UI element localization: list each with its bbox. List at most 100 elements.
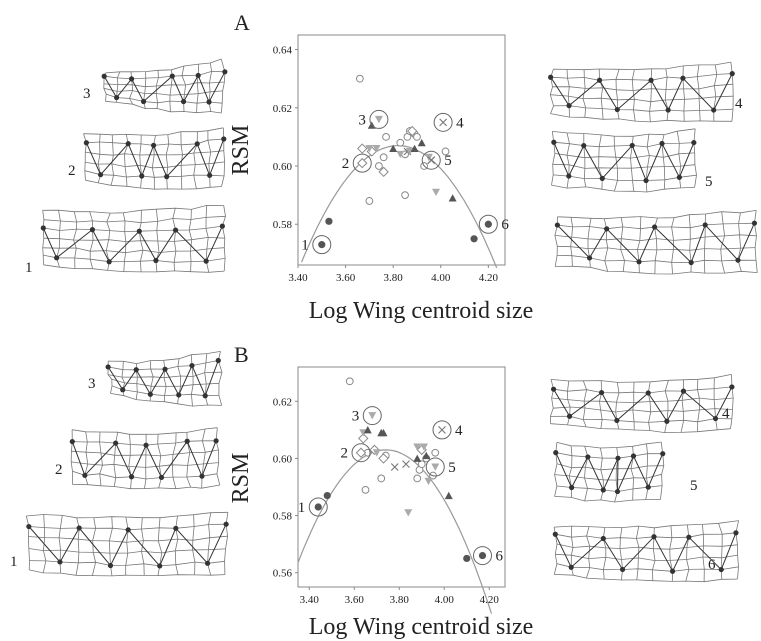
- point-a-filled-circle: [470, 235, 478, 243]
- wing-grid-2: [40, 204, 226, 273]
- wing-grid-5-landmark: [735, 257, 741, 263]
- highlight-label-a: 5: [444, 153, 452, 169]
- wing-grid-9-landmark: [550, 386, 557, 392]
- wing-grid-7-landmark: [184, 438, 190, 444]
- wing-grid-0-grid-line: [181, 65, 187, 112]
- wing-grid-4-landmark: [629, 142, 635, 149]
- wing-grid-7-grid-line: [201, 428, 206, 489]
- wing-grid-4-grid-line: [553, 141, 694, 148]
- wing-grid-1-landmark: [139, 173, 145, 179]
- wing-grid-5-landmark: [554, 222, 560, 228]
- wing-grid-2-grid-line: [43, 236, 225, 243]
- wing-grid-4-landmark: [599, 175, 605, 181]
- wing-grid-9-grid-line: [550, 423, 731, 434]
- wing-grid-3-grid-line: [552, 83, 733, 91]
- point-a-open-circle: [401, 191, 409, 200]
- wing-grid-3-landmark: [648, 77, 654, 83]
- wing-grid-9: [549, 374, 735, 434]
- wing-grid-2-landmark: [136, 228, 142, 234]
- wing-grid-8-landmark: [57, 559, 63, 565]
- wing-grid-6-landmark: [215, 357, 221, 364]
- wing-label: 4: [722, 406, 730, 422]
- x-tick-label-a: 4.20: [479, 272, 499, 284]
- wing-grid-9-landmark: [729, 384, 735, 390]
- wing-grid-7-landmark: [69, 438, 75, 445]
- wing-grid-6-grid-line: [190, 354, 194, 407]
- wing-grid-11-grid-line: [555, 553, 738, 562]
- highlight-label-b: 1: [298, 500, 306, 516]
- highlight-label-b: 5: [448, 460, 456, 476]
- wing-grid-8-grid-line: [92, 517, 97, 576]
- wing-grid-6-landmark: [189, 362, 195, 369]
- highlight-label-b: 6: [496, 549, 504, 565]
- wing-grid-8-landmark: [107, 562, 114, 569]
- wing-grid-9-grid-line: [582, 380, 588, 428]
- wing-grid-11-grid-line: [619, 527, 624, 581]
- point-a-open-circle: [374, 162, 383, 170]
- wing-grid-1-landmark: [221, 136, 227, 142]
- wing-grid-3-grid-line: [566, 69, 570, 118]
- wing-grid-11-grid-line: [602, 527, 607, 580]
- wing-grid-3-grid-line: [649, 68, 653, 122]
- wing-grid-5-landmark: [651, 224, 658, 230]
- wing-grid-4-grid-line: [551, 184, 695, 193]
- wing-grid-4-grid-line: [598, 134, 603, 190]
- wing-grid-3-grid-line: [598, 68, 604, 120]
- highlight-point-a-filled-circle: [484, 220, 492, 228]
- wing-label: 2: [55, 462, 63, 478]
- wing-grid-9-grid-line: [713, 377, 718, 430]
- point-a-open-circle: [441, 147, 450, 156]
- wing-grid-1-landmark: [164, 174, 170, 180]
- y-tick-label-b: 0.58: [273, 511, 293, 523]
- wing-grid-11-landmark: [619, 566, 626, 573]
- highlight-ring-a: [352, 153, 372, 173]
- wing-grid-8-grid-line: [125, 516, 129, 576]
- wing-grid-4-landmark: [691, 139, 697, 146]
- y-tick-label-b: 0.62: [273, 396, 292, 408]
- wing-grid-11: [552, 520, 739, 583]
- point-b-x: [402, 460, 410, 469]
- highlight-point-b-filled-circle: [314, 503, 322, 511]
- highlight-label-a: 2: [342, 156, 350, 172]
- wing-grid-5-landmark: [604, 226, 610, 232]
- point-a-open-circle: [355, 74, 364, 83]
- wing-grid-11-grid-line: [554, 574, 738, 583]
- wing-grid-4-grid-line: [566, 132, 570, 189]
- point-a-open-diamond: [378, 166, 389, 178]
- point-a-open-circle: [396, 138, 405, 147]
- wing-grid-11-landmark: [733, 530, 739, 536]
- wing-grid-0: [101, 58, 228, 114]
- wing-grid-0-landmark: [206, 99, 212, 105]
- point-b-gray-triangle-down: [372, 449, 381, 457]
- wing-grid-9-landmark-outline: [553, 386, 733, 423]
- wing-grid-11-landmark: [718, 566, 724, 573]
- wing-grid-7-landmark: [113, 440, 119, 446]
- highlight-ring-b: [432, 420, 452, 440]
- point-b-gray-triangle-down: [424, 477, 433, 486]
- highlight-label-b: 3: [352, 409, 360, 425]
- highlight-ring-b: [362, 406, 382, 426]
- wing-grid-11-grid-line: [735, 520, 739, 580]
- wing-grid-3: [548, 61, 735, 123]
- point-b-dark-triangle-up: [444, 491, 453, 500]
- wing-grid-2-landmark: [203, 258, 209, 264]
- wing-grid-8-grid-line: [26, 511, 228, 519]
- highlight-point-b-gray-triangle-down: [431, 463, 440, 471]
- wing-grid-4-landmark: [676, 174, 682, 180]
- wing-grid-11-landmark: [552, 531, 558, 537]
- wing-grid-1-grid-line: [85, 179, 222, 190]
- wing-grid-9-landmark: [566, 413, 573, 419]
- wing-grid-1-grid-line: [139, 134, 143, 189]
- wing-label: 2: [68, 163, 76, 179]
- wing-grid-1-landmark: [151, 142, 157, 148]
- wing-grid-7-grid-line: [171, 432, 177, 489]
- plot-frame-b: [297, 366, 506, 588]
- wing-grid-4-grid-line: [645, 134, 650, 193]
- wing-grid-4-landmark: [581, 143, 587, 149]
- wing-grid-11-landmark: [669, 568, 676, 574]
- wing-grid-4-grid-line: [693, 128, 697, 188]
- x-tick-label-b: 3.60: [345, 594, 365, 606]
- wing-grid-10-landmark: [645, 484, 651, 490]
- wing-grid-8-grid-line: [192, 514, 196, 575]
- wing-grid-9-landmark: [645, 390, 651, 396]
